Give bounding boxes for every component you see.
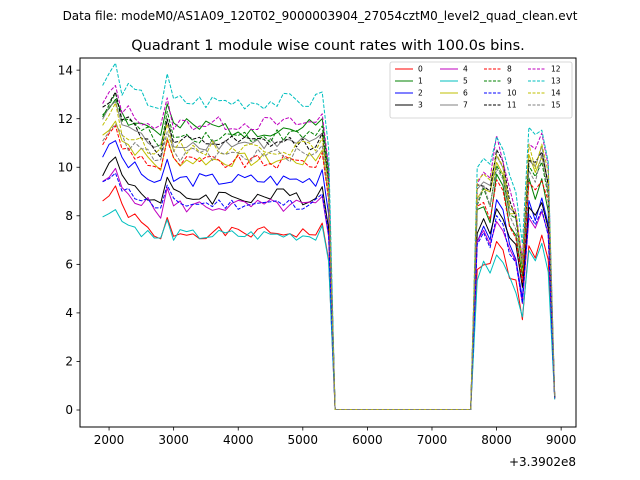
series-line-7 xyxy=(102,101,556,410)
y-tick-label: 12 xyxy=(58,112,73,126)
legend-label-4: 4 xyxy=(463,65,468,74)
legend-label-14: 14 xyxy=(551,89,561,98)
legend-label-6: 6 xyxy=(463,89,468,98)
legend-label-10: 10 xyxy=(507,89,517,98)
plot-lines xyxy=(102,62,556,410)
axes-frame xyxy=(79,57,577,428)
legend-label-9: 9 xyxy=(507,77,512,86)
legend-label-1: 1 xyxy=(418,77,423,86)
y-tick-label: 0 xyxy=(65,403,73,417)
y-tick-label: 6 xyxy=(65,258,73,272)
x-tick-label: 5000 xyxy=(288,433,319,447)
y-tick-label: 8 xyxy=(65,209,73,223)
x-tick-label: 7000 xyxy=(417,433,448,447)
series-line-2 xyxy=(102,140,556,410)
y-tick-label: 10 xyxy=(58,160,73,174)
legend-label-13: 13 xyxy=(551,77,561,86)
series-line-9 xyxy=(102,92,556,410)
x-tick-label: 3000 xyxy=(158,433,189,447)
series-line-13 xyxy=(102,62,556,410)
legend-label-12: 12 xyxy=(551,65,561,74)
series-line-8 xyxy=(102,125,556,410)
series-line-4 xyxy=(102,167,556,410)
series-line-12 xyxy=(102,85,556,410)
chart-suptitle: Data file: modeM0/AS1A09_120T02_90000039… xyxy=(63,9,578,23)
legend-label-5: 5 xyxy=(463,77,468,86)
legend-label-8: 8 xyxy=(507,65,512,74)
legend-label-0: 0 xyxy=(418,65,423,74)
x-tick-label: 9000 xyxy=(546,433,577,447)
y-tick-label: 4 xyxy=(65,306,73,320)
series-line-10 xyxy=(102,172,556,410)
legend-label-7: 7 xyxy=(463,101,468,110)
series-line-6 xyxy=(102,120,556,410)
series-line-15 xyxy=(102,123,556,410)
x-offset-label: +3.3902e8 xyxy=(509,455,576,469)
y-tick-label: 2 xyxy=(65,355,73,369)
chart-title: Quadrant 1 module wise count rates with … xyxy=(131,38,525,54)
legend-label-11: 11 xyxy=(507,101,517,110)
series-line-14 xyxy=(102,102,556,410)
legend-box xyxy=(389,61,573,119)
legend-label-15: 15 xyxy=(551,101,561,110)
series-line-0 xyxy=(102,185,556,410)
series-line-1 xyxy=(102,98,556,410)
series-line-3 xyxy=(102,156,556,410)
x-tick-label: 2000 xyxy=(94,433,125,447)
y-tick-label: 14 xyxy=(58,63,73,77)
x-axis: 2000 3000 4000 5000 6000 7000 8000 9000 xyxy=(94,427,577,447)
legend-label-3: 3 xyxy=(418,101,423,110)
legend-label-2: 2 xyxy=(418,89,423,98)
y-axis: 0 2 4 6 8 10 12 14 xyxy=(58,63,80,417)
x-tick-label: 4000 xyxy=(223,433,254,447)
series-line-5 xyxy=(102,209,556,410)
x-tick-label: 8000 xyxy=(481,433,512,447)
x-tick-label: 6000 xyxy=(352,433,383,447)
